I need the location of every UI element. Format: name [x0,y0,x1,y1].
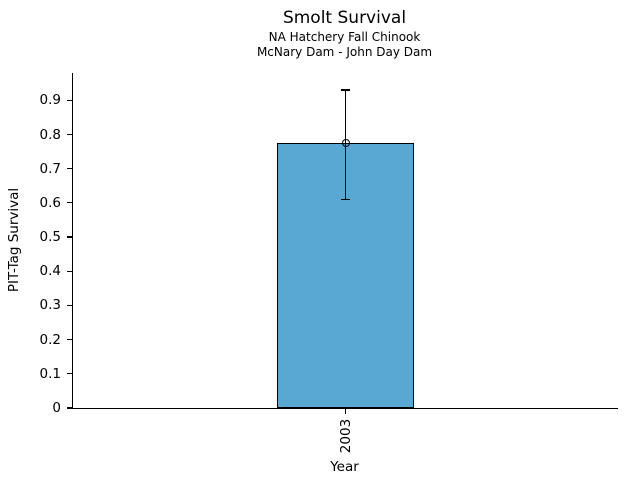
x-axis-tick [344,409,347,415]
y-axis-tick-label: 0.1 [39,365,61,382]
y-axis-tick [66,133,72,136]
y-axis-tick [66,407,72,409]
y-axis-tick [66,99,72,101]
chart-subtitle-line2: McNary Dam - John Day Dam [256,45,433,59]
y-axis-tick-label: 0.9 [39,92,61,109]
plot-area: 0 0.1 0.2 0.3 0.4 0.5 0.6 0.7 0.8 0.9 2003 [40,73,618,453]
y-axis-tick [66,339,72,341]
y-axis-tick-label: 0.6 [39,194,61,211]
y-axis-tick [66,236,72,238]
y-axis-tick [66,168,72,170]
y-axis-tick-label: 0 [52,400,61,416]
x-axis-label: Year [330,459,359,475]
y-axis-tick [66,373,72,375]
y-axis-tick [66,304,72,307]
y-axis-tick [66,270,72,272]
y-axis-label: PIT-Tag Survival [6,187,22,293]
y-axis-tick-label: 0.3 [39,297,61,314]
chart-title: Smolt Survival [282,8,407,28]
error-bar-cap-bottom [341,198,350,201]
data-point-marker [341,139,350,148]
y-axis-tick-label: 0.7 [39,160,61,177]
y-axis-tick-label: 0.2 [39,331,61,348]
y-axis-tick-label: 0.5 [39,229,61,246]
y-axis-tick [66,202,72,204]
error-bar-cap-top [341,89,350,91]
y-axis-tick-label: 0.8 [39,126,61,143]
y-axis-tick-label: 0.4 [39,263,61,280]
chart-subtitle-line1: NA Hatchery Fall Chinook [268,30,421,44]
